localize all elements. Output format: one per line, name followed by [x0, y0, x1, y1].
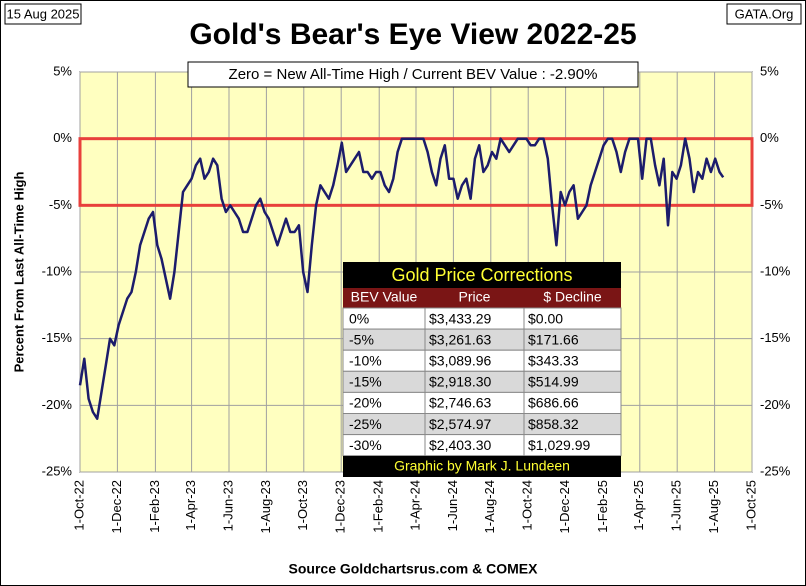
source: Source Goldchartsrus.com & COMEX — [289, 561, 539, 577]
x-tick-label: 1-Dec-22 — [109, 480, 124, 533]
y-axis-title: Percent From Last All-Time High — [11, 172, 26, 373]
annotation-box — [187, 61, 639, 88]
x-tick-label: 1-Oct-25 — [743, 480, 758, 531]
table-cell: -30% — [349, 437, 382, 453]
table-cell: $2,574.97 — [429, 416, 491, 432]
x-tick-label: 1-Dec-23 — [333, 480, 348, 533]
table-title: Gold Price Corrections — [391, 265, 572, 285]
y2-tick-label: -20% — [760, 397, 791, 412]
y2-tick-label: 5% — [760, 63, 779, 78]
x-tick-label: 1-Feb-25 — [595, 480, 610, 533]
table-cell: 0% — [349, 310, 369, 326]
table-cell: -10% — [349, 352, 382, 368]
table-cell: $2,746.63 — [429, 395, 491, 411]
y-tick-label: -10% — [42, 263, 73, 278]
table-header: Price — [459, 289, 491, 305]
x-tick-label: 1-Dec-24 — [557, 480, 572, 533]
y-tick-label: -25% — [42, 463, 73, 478]
x-tick-label: 1-Aug-25 — [706, 480, 721, 533]
y-tick-label: 0% — [53, 130, 72, 145]
table-cell: $3,433.29 — [429, 310, 491, 326]
table-cell: $2,918.30 — [429, 374, 491, 390]
x-tick-label: 1-Jun-24 — [445, 480, 460, 531]
y2-tick-label: -15% — [760, 330, 791, 345]
y2-tick-label: -10% — [760, 263, 791, 278]
x-tick-label: 1-Jun-25 — [669, 480, 684, 531]
y-tick-label: -15% — [42, 330, 73, 345]
annotation: Zero = New All-Time High / Current BEV V… — [229, 66, 598, 83]
table-footer-bg — [343, 456, 621, 477]
x-tick-label: 1-Feb-23 — [147, 480, 162, 533]
table-cell: $0.00 — [528, 310, 563, 326]
x-tick-label: 1-Aug-24 — [482, 480, 497, 533]
y-tick-label: -5% — [49, 197, 73, 212]
y-tick-label: 5% — [53, 63, 72, 78]
table-cell: -15% — [349, 374, 382, 390]
table-cell: $171.66 — [528, 331, 579, 347]
y2-tick-label: -25% — [760, 463, 791, 478]
table-row-bg — [342, 434, 622, 457]
site-box — [726, 3, 802, 25]
table-title-bg — [343, 262, 621, 288]
y2-tick-label: -5% — [760, 197, 784, 212]
table-cell: $1,029.99 — [528, 437, 590, 453]
table-cell: $686.66 — [528, 395, 579, 411]
table-cell: $858.32 — [528, 416, 579, 432]
table-header: BEV Value — [351, 289, 418, 305]
x-tick-label: 1-Feb-24 — [371, 480, 386, 533]
x-tick-label: 1-Oct-24 — [520, 480, 535, 531]
table-header: $ Decline — [543, 289, 602, 305]
table-cell: $3,261.63 — [429, 331, 491, 347]
table-cell: $514.99 — [528, 374, 579, 390]
x-tick-label: 1-Apr-23 — [183, 480, 198, 531]
x-tick-label: 1-Apr-24 — [407, 480, 422, 531]
y2-tick-label: 0% — [760, 130, 779, 145]
site-label: GATA.Org — [735, 6, 794, 21]
x-tick-label: 1-Oct-23 — [295, 480, 310, 531]
date-box — [4, 3, 82, 25]
date-label: 15 Aug 2025 — [6, 6, 79, 21]
table-cell: -5% — [349, 331, 374, 347]
table-header-bg — [343, 288, 621, 308]
table-cell: $2,403.30 — [429, 437, 491, 453]
table-footer: Graphic by Mark J. Lundeen — [394, 458, 570, 474]
x-tick-label: 1-Aug-23 — [258, 480, 273, 533]
table-cell: -20% — [349, 395, 382, 411]
table-cell: -25% — [349, 416, 382, 432]
chart-title: Gold's Bear's Eye View 2022-25 — [189, 18, 636, 51]
data-line — [78, 137, 725, 420]
x-tick-label: 1-Jun-23 — [220, 480, 235, 531]
x-tick-label: 1-Apr-25 — [631, 480, 646, 531]
x-tick-label: 1-Oct-22 — [71, 480, 86, 531]
table-cell: $3,089.96 — [429, 352, 491, 368]
table-cell: $343.33 — [528, 352, 579, 368]
y-tick-label: -20% — [42, 397, 73, 412]
